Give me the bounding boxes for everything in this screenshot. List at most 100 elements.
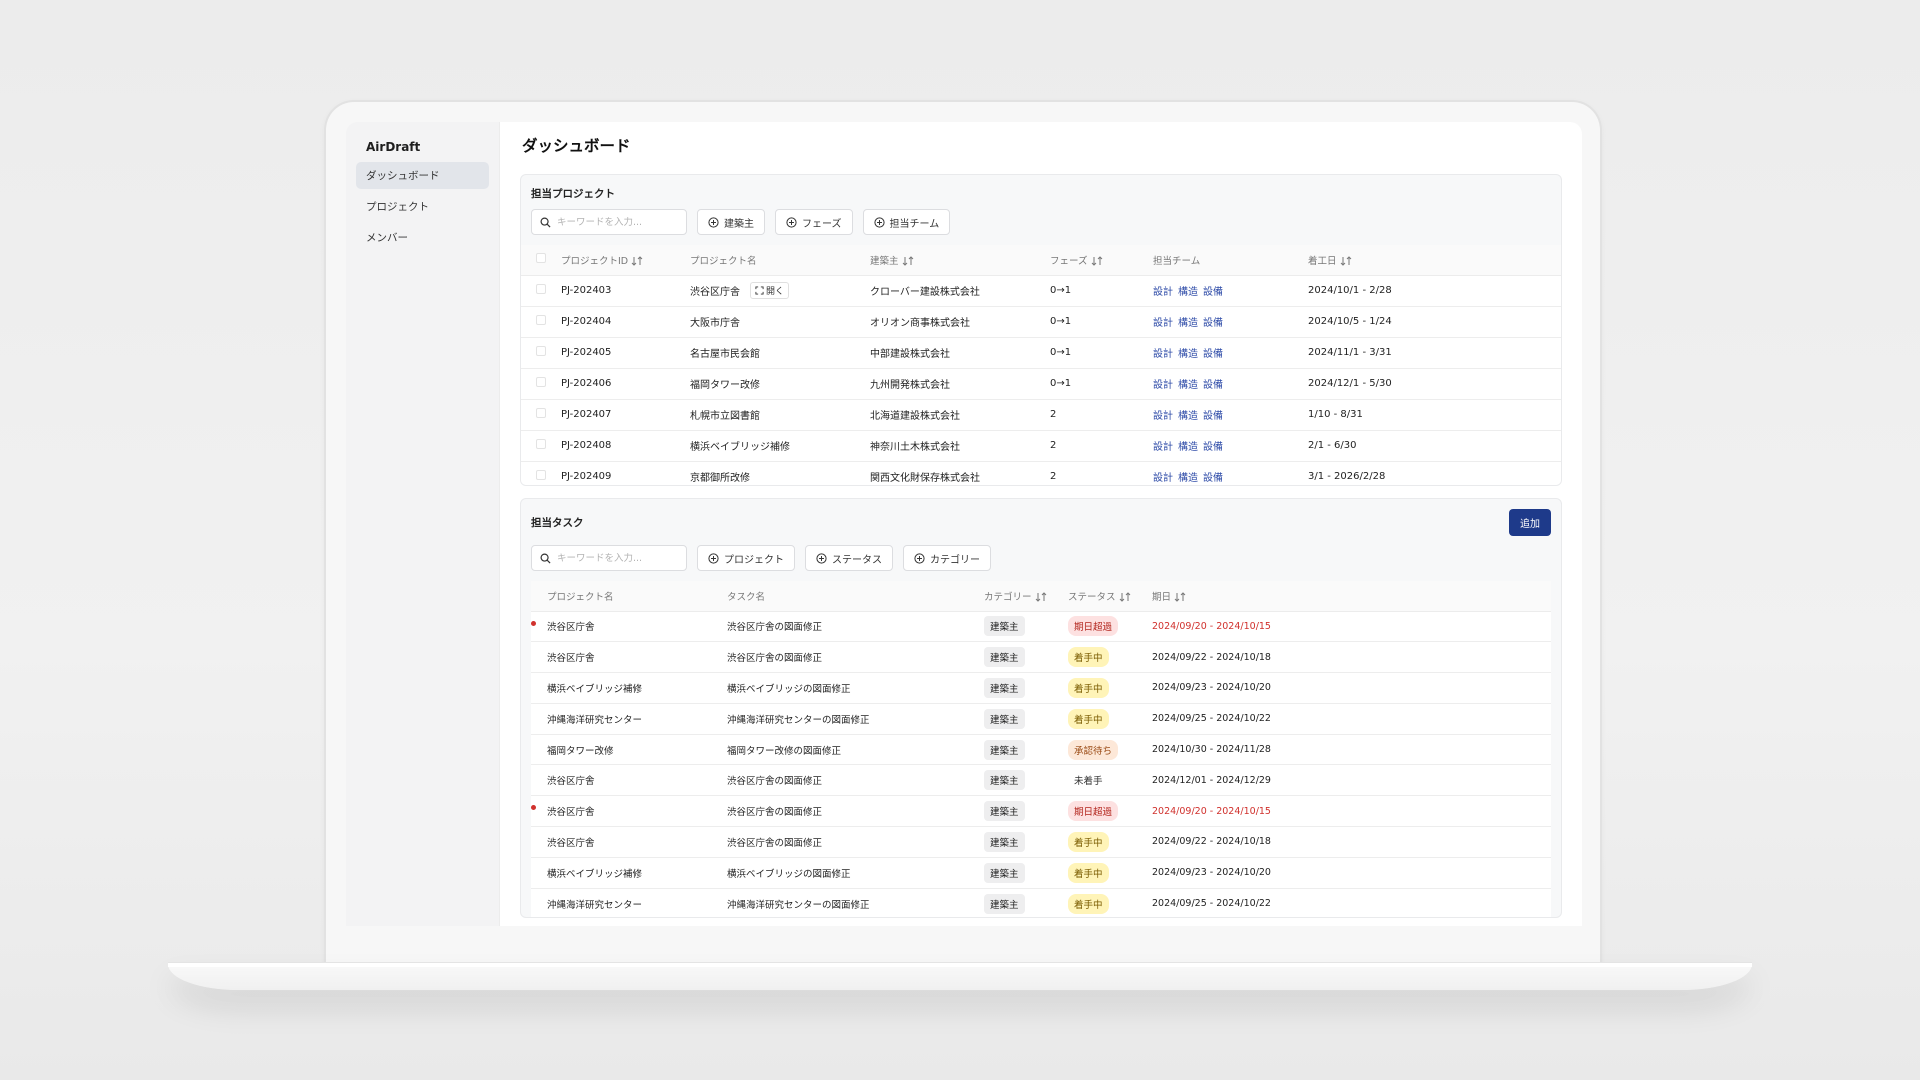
sidebar-item-dashboard[interactable]: ダッシュボード bbox=[356, 162, 489, 189]
task-name[interactable]: 渋谷区庁舎の図面修正 bbox=[727, 764, 984, 797]
table-row[interactable]: 横浜ベイブリッジ補修 横浜ベイブリッジの図面修正 建築主 着手中 2024/09/23 … bbox=[531, 857, 1551, 889]
project-name[interactable]: 渋谷区庁舎 bbox=[690, 287, 740, 298]
plus-circle-icon bbox=[873, 216, 885, 228]
project-name[interactable]: 札幌市立図書館 bbox=[690, 411, 760, 422]
select-all-checkbox[interactable] bbox=[536, 253, 546, 264]
project-owner: 北海道建設株式会社 bbox=[870, 399, 1050, 431]
col-task-project-label: プロジェクト名 bbox=[547, 591, 614, 603]
col-due[interactable]: 期日 bbox=[1152, 581, 1551, 612]
project-name[interactable]: 大阪市庁舎 bbox=[690, 318, 740, 329]
table-row[interactable]: PJ-202409 京都御所改修 関西文化財保存株式会社 2 設計 構造 設備 3/1 - 2… bbox=[521, 461, 1561, 485]
project-phase: 0→1 bbox=[1050, 368, 1153, 400]
row-checkbox[interactable] bbox=[536, 315, 546, 325]
table-row[interactable]: 渋谷区庁舎 渋谷区庁舎の図面修正 建築主 期日超過 2024/09/20 - 2024/… bbox=[531, 795, 1551, 828]
projects-search-box[interactable] bbox=[531, 209, 687, 235]
team-link[interactable]: 設備 bbox=[1203, 287, 1223, 298]
table-row[interactable]: 渋谷区庁舎 渋谷区庁舎の図面修正 建築主 着手中 2024/09/22 - 2024/1… bbox=[531, 641, 1551, 674]
team-link[interactable]: 設備 bbox=[1203, 349, 1223, 360]
team-link[interactable]: 設計 bbox=[1153, 318, 1173, 329]
add-task-button[interactable]: 追加 bbox=[1509, 508, 1551, 536]
table-row[interactable]: PJ-202406 福岡タワー改修 九州開発株式会社 0→1 設計 構造 設備 2024/12… bbox=[521, 368, 1561, 400]
task-project: 渋谷区庁舎 bbox=[547, 795, 727, 828]
table-row[interactable]: 渋谷区庁舎 渋谷区庁舎の図面修正 建築主 着手中 2024/09/22 - 2024/1… bbox=[531, 826, 1551, 858]
col-project-id[interactable]: プロジェクトID bbox=[561, 245, 690, 276]
row-checkbox[interactable] bbox=[536, 439, 546, 449]
row-checkbox[interactable] bbox=[536, 377, 546, 387]
project-name[interactable]: 名古屋市民会館 bbox=[690, 349, 760, 360]
team-link[interactable]: 構造 bbox=[1178, 349, 1198, 360]
filter-project-button[interactable]: プロジェクト bbox=[697, 545, 795, 571]
tasks-search-input[interactable] bbox=[557, 552, 675, 564]
project-name[interactable]: 京都御所改修 bbox=[690, 473, 750, 484]
project-id: PJ-202408 bbox=[561, 430, 690, 462]
col-start-date-label: 着工日 bbox=[1308, 255, 1337, 267]
team-link[interactable]: 設計 bbox=[1153, 442, 1173, 453]
open-button[interactable]: 開く bbox=[750, 282, 790, 299]
row-flag-cell bbox=[531, 795, 547, 828]
filter-status-button[interactable]: ステータス bbox=[805, 545, 893, 571]
col-status[interactable]: ステータス bbox=[1068, 581, 1152, 612]
projects-table-header-row: プロジェクトID プロジェクト名 建築主 フェーズ 担当チーム 着工日 bbox=[521, 245, 1561, 276]
team-link[interactable]: 設備 bbox=[1203, 442, 1223, 453]
team-link[interactable]: 構造 bbox=[1178, 380, 1198, 391]
col-phase[interactable]: フェーズ bbox=[1050, 245, 1153, 276]
sidebar-item-projects[interactable]: プロジェクト bbox=[366, 201, 429, 213]
team-link[interactable]: 設計 bbox=[1153, 287, 1173, 298]
row-checkbox[interactable] bbox=[536, 470, 546, 480]
team-link[interactable]: 設計 bbox=[1153, 473, 1173, 484]
filter-phase-button[interactable]: フェーズ bbox=[775, 209, 853, 235]
row-select-cell bbox=[521, 399, 561, 431]
filter-team-button[interactable]: 担当チーム bbox=[862, 209, 951, 235]
task-project: 沖縄海洋研究センター bbox=[547, 703, 727, 735]
task-category-cell: 建築主 bbox=[984, 703, 1068, 735]
plus-circle-icon bbox=[914, 552, 925, 564]
team-link[interactable]: 構造 bbox=[1178, 318, 1198, 329]
task-name[interactable]: 沖縄海洋研究センターの図面修正 bbox=[727, 888, 984, 917]
col-category[interactable]: カテゴリー bbox=[984, 581, 1068, 612]
filter-owner-button[interactable]: 建築主 bbox=[697, 209, 765, 235]
task-name[interactable]: 横浜ベイブリッジの図面修正 bbox=[727, 857, 984, 889]
row-checkbox[interactable] bbox=[536, 284, 546, 294]
task-name[interactable]: 沖縄海洋研究センターの図面修正 bbox=[727, 703, 984, 735]
team-link[interactable]: 構造 bbox=[1178, 473, 1198, 484]
table-row[interactable]: 渋谷区庁舎 渋谷区庁舎の図面修正 建築主 未着手 2024/12/01 - 2024/1… bbox=[531, 764, 1551, 797]
team-link[interactable]: 構造 bbox=[1178, 442, 1198, 453]
table-row[interactable]: 横浜ベイブリッジ補修 横浜ベイブリッジの図面修正 建築主 着手中 2024/09/23 … bbox=[531, 672, 1551, 704]
table-row[interactable]: 沖縄海洋研究センター 沖縄海洋研究センターの図面修正 建築主 着手中 2024/09/2… bbox=[531, 888, 1551, 917]
team-link[interactable]: 構造 bbox=[1178, 411, 1198, 422]
col-start-date[interactable]: 着工日 bbox=[1308, 245, 1561, 276]
table-row[interactable]: PJ-202405 名古屋市民会館 中部建設株式会社 0→1 設計 構造 設備 2024/11… bbox=[521, 337, 1561, 369]
table-row[interactable]: PJ-202404 大阪市庁舎 オリオン商事株式会社 0→1 設計 構造 設備 2024/10… bbox=[521, 306, 1561, 338]
row-select-cell bbox=[521, 275, 561, 307]
filter-category-button[interactable]: カテゴリー bbox=[903, 545, 991, 571]
task-name[interactable]: 渋谷区庁舎の図面修正 bbox=[727, 795, 984, 828]
table-row[interactable]: 沖縄海洋研究センター 沖縄海洋研究センターの図面修正 建築主 着手中 2024/09/2… bbox=[531, 703, 1551, 735]
table-row[interactable]: 渋谷区庁舎 渋谷区庁舎の図面修正 建築主 期日超過 2024/09/20 - 2024/… bbox=[531, 611, 1551, 643]
table-row[interactable]: PJ-202407 札幌市立図書館 北海道建設株式会社 2 設計 構造 設備 1/10 - 8… bbox=[521, 399, 1561, 431]
task-name[interactable]: 渋谷区庁舎の図面修正 bbox=[727, 611, 984, 643]
table-row[interactable]: PJ-202408 横浜ベイブリッジ補修 神奈川土木株式会社 2 設計 構造 設備 2/1 -… bbox=[521, 430, 1561, 462]
table-row[interactable]: PJ-202403 渋谷区庁舎 開く クローバー建設株式会社 0→1 設計 構造 設備 2024… bbox=[521, 275, 1561, 307]
row-checkbox[interactable] bbox=[536, 346, 546, 356]
tasks-search-box[interactable] bbox=[531, 545, 687, 571]
task-name[interactable]: 横浜ベイブリッジの図面修正 bbox=[727, 672, 984, 704]
table-row[interactable]: 福岡タワー改修 福岡タワー改修の図面修正 建築主 承認待ち 2024/10/30 - 2… bbox=[531, 734, 1551, 766]
project-name[interactable]: 横浜ベイブリッジ補修 bbox=[690, 442, 790, 453]
row-checkbox[interactable] bbox=[536, 408, 546, 418]
sort-icon bbox=[1119, 592, 1130, 602]
team-link[interactable]: 設備 bbox=[1203, 318, 1223, 329]
projects-search-input[interactable] bbox=[557, 216, 675, 228]
task-name[interactable]: 福岡タワー改修の図面修正 bbox=[727, 734, 984, 766]
team-link[interactable]: 設計 bbox=[1153, 411, 1173, 422]
project-name[interactable]: 福岡タワー改修 bbox=[690, 380, 760, 391]
task-name[interactable]: 渋谷区庁舎の図面修正 bbox=[727, 641, 984, 674]
team-link[interactable]: 設計 bbox=[1153, 349, 1173, 360]
team-link[interactable]: 設備 bbox=[1203, 411, 1223, 422]
col-owner[interactable]: 建築主 bbox=[870, 245, 1050, 276]
team-link[interactable]: 設計 bbox=[1153, 380, 1173, 391]
team-link[interactable]: 構造 bbox=[1178, 287, 1198, 298]
task-name[interactable]: 渋谷区庁舎の図面修正 bbox=[727, 826, 984, 858]
team-link[interactable]: 設備 bbox=[1203, 380, 1223, 391]
team-link[interactable]: 設備 bbox=[1203, 473, 1223, 484]
sidebar-item-members[interactable]: メンバー bbox=[366, 232, 408, 244]
